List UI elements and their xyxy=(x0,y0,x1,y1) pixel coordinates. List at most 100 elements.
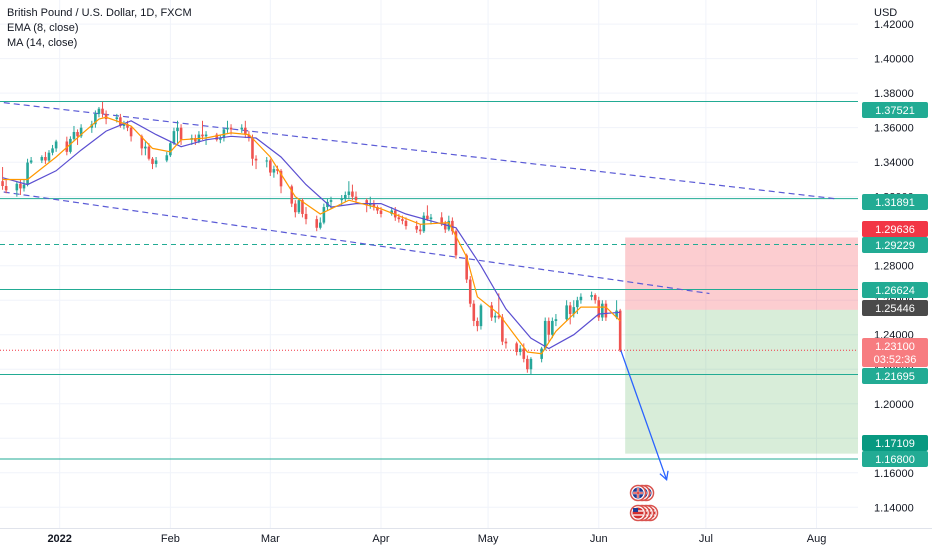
candle xyxy=(269,158,272,176)
candle xyxy=(597,296,601,321)
candle-body xyxy=(265,160,269,162)
price-tag-label: 1.17109 xyxy=(875,438,915,450)
candle-body xyxy=(422,215,426,232)
candle-body xyxy=(615,310,618,318)
candle xyxy=(165,151,169,163)
candle-body xyxy=(518,348,522,352)
candle xyxy=(322,203,326,225)
candle-body xyxy=(51,148,54,153)
candle xyxy=(543,317,547,351)
candle-body xyxy=(240,127,244,130)
candle xyxy=(515,341,518,356)
stop-loss-zone xyxy=(625,237,858,310)
candle-body xyxy=(47,152,51,161)
x-tick-label: Jun xyxy=(590,533,608,545)
candle-body xyxy=(440,217,443,223)
candle-body xyxy=(543,320,547,349)
candle-body xyxy=(476,320,479,327)
candle-body xyxy=(229,127,233,130)
candle-body xyxy=(72,132,76,139)
price-tag: 1.29636 xyxy=(862,221,928,237)
candle-body xyxy=(472,303,476,321)
candle-body xyxy=(54,141,58,149)
candle-body xyxy=(94,113,97,125)
ma-14-line xyxy=(2,120,621,350)
candle xyxy=(351,184,354,201)
ma-legend[interactable]: MA (14, close) xyxy=(7,37,78,49)
candle xyxy=(247,131,251,142)
price-tag-bg xyxy=(862,194,928,210)
chart-title[interactable]: British Pound / U.S. Dollar, 1D, FXCM xyxy=(7,7,192,19)
candle-body xyxy=(272,169,276,173)
y-tick-label: 1.16000 xyxy=(874,468,914,480)
candle-body xyxy=(493,315,497,318)
price-tag-bg xyxy=(862,221,928,237)
candle-body xyxy=(297,200,301,213)
candles xyxy=(1,101,622,375)
candle-body xyxy=(172,131,176,144)
candle-body xyxy=(376,207,379,211)
candle-body xyxy=(529,358,533,370)
x-tick-label: Mar xyxy=(261,533,280,545)
candle xyxy=(547,317,551,342)
ema-legend[interactable]: EMA (8, close) xyxy=(7,22,79,34)
candle-body xyxy=(401,219,404,221)
price-tag-label: 1.16800 xyxy=(875,454,915,466)
candle xyxy=(15,182,19,197)
candle-body xyxy=(429,217,433,220)
y-tick-label: 1.20000 xyxy=(874,399,914,411)
candle-body xyxy=(222,129,226,139)
candle xyxy=(493,312,497,323)
price-tag: 1.26624 xyxy=(862,282,928,298)
candle-body xyxy=(465,255,468,280)
candle-body xyxy=(597,300,601,318)
y-tick-label: 1.36000 xyxy=(874,123,914,135)
candle xyxy=(219,134,222,144)
y-tick-label: 1.42000 xyxy=(874,19,914,31)
y-tick-label: 1.14000 xyxy=(874,502,914,514)
candle xyxy=(176,120,179,145)
candle xyxy=(568,301,572,325)
candle-body xyxy=(122,124,126,126)
candle-body xyxy=(579,296,583,301)
price-tag: 1.17109 xyxy=(862,435,928,451)
candle-body xyxy=(169,143,172,156)
price-tag: 1.21695 xyxy=(862,368,928,384)
x-tick-label: Apr xyxy=(372,533,389,545)
candle xyxy=(418,224,422,235)
candle xyxy=(215,132,219,142)
candle-body xyxy=(304,213,308,220)
candle-body xyxy=(126,124,129,128)
candle-body xyxy=(443,222,447,230)
candle xyxy=(4,179,8,194)
candle-body xyxy=(347,191,351,195)
candle xyxy=(579,293,583,304)
candle xyxy=(372,200,376,211)
candle xyxy=(244,120,247,139)
y-tick-label: 1.34000 xyxy=(874,157,914,169)
price-tag-bg xyxy=(862,435,928,451)
candle-body xyxy=(354,196,358,201)
horizontal-levels xyxy=(0,100,858,460)
event-markers xyxy=(629,484,659,522)
candle-body xyxy=(343,194,347,199)
candle xyxy=(272,165,276,178)
candle xyxy=(319,217,322,230)
price-tags: 1.37521 1.31891 1.29636 1.29229 1.26624 1.254… xyxy=(862,102,928,467)
candle-body xyxy=(572,307,576,315)
candle xyxy=(618,308,622,352)
candle-body xyxy=(351,191,354,197)
price-tag: 1.25446 xyxy=(862,300,928,316)
candle-body xyxy=(504,341,508,344)
candle xyxy=(179,124,183,145)
candle xyxy=(26,158,29,187)
price-tag-bg xyxy=(862,368,928,384)
price-tag-bg xyxy=(862,300,928,316)
candle xyxy=(147,143,151,161)
candle-body xyxy=(454,231,458,256)
candle xyxy=(526,355,529,373)
candle xyxy=(429,213,433,225)
candle xyxy=(129,125,133,142)
candle xyxy=(615,300,618,320)
